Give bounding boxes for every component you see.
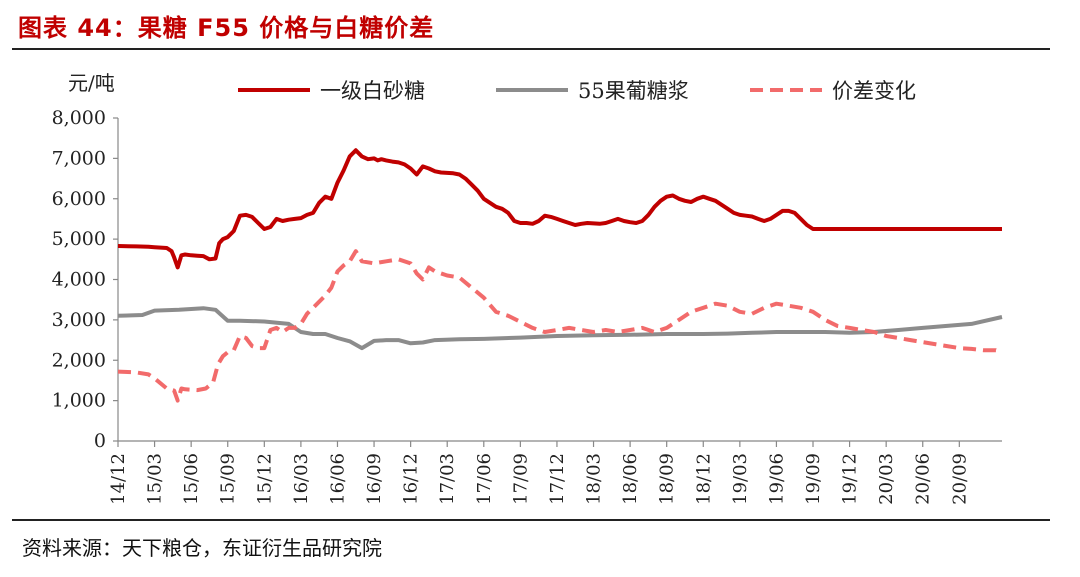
- source-note: 资料来源：天下粮仓，东证衍生品研究院: [22, 536, 382, 560]
- legend-label-2: 55果葡糖浆: [578, 79, 689, 103]
- x-tick-label: 18/06: [620, 453, 641, 505]
- series-line-3: [117, 249, 1003, 403]
- x-tick-label: 16/12: [401, 453, 422, 505]
- series-line-2: [117, 306, 1003, 351]
- x-tick-label: 17/12: [547, 453, 568, 505]
- x-tick-label: 17/09: [510, 453, 531, 505]
- y-tick-label: 4,000: [52, 269, 106, 291]
- chart-axes: 0 1,000 2,000 3,000 4,000 5,000 6,000 7,000 8,00…: [52, 107, 1002, 505]
- y-tick-label: 6,000: [52, 188, 106, 210]
- x-tick-label: 14/12: [108, 453, 129, 505]
- y-tick-label: 3,000: [52, 309, 106, 331]
- y-tick-label: 8,000: [52, 107, 106, 129]
- top-rule: [12, 48, 1050, 50]
- x-tick-label: 16/09: [364, 453, 385, 505]
- y-tick-label: 2,000: [52, 349, 106, 371]
- x-tick-label: 18/09: [657, 453, 678, 505]
- y-tick-label: 1,000: [52, 390, 106, 412]
- x-tick-label: 20/09: [949, 453, 970, 505]
- x-tick-label: 15/09: [218, 453, 239, 505]
- x-tick-label: 16/03: [291, 453, 312, 505]
- bottom-rule: [12, 519, 1050, 521]
- x-tick-label: 16/06: [327, 453, 348, 505]
- x-tick-label: 19/06: [766, 453, 787, 505]
- x-tick-label: 20/03: [876, 453, 897, 505]
- figure-title: 图表 44：果糖 F55 价格与白糖价差: [18, 14, 435, 42]
- y-axis-label: 元/吨: [68, 71, 115, 95]
- x-tick-label: 17/06: [474, 453, 495, 505]
- x-tick-label: 20/06: [913, 453, 934, 505]
- x-tick-label: 15/06: [181, 453, 202, 505]
- legend-label-1: 一级白砂糖: [320, 79, 425, 103]
- x-tick-label: 17/03: [437, 453, 458, 505]
- x-tick-label: 15/03: [145, 453, 166, 505]
- y-tick-label: 5,000: [52, 228, 106, 250]
- x-tick-label: 18/12: [693, 453, 714, 505]
- x-tick-label: 19/09: [803, 453, 824, 505]
- x-tick-label: 15/12: [254, 453, 275, 505]
- chart-legend: 一级白砂糖 55果葡糖浆 价差变化: [238, 79, 916, 103]
- series-layer: [117, 148, 1003, 403]
- x-tick-label: 18/03: [584, 453, 605, 505]
- x-tick-label: 19/12: [840, 453, 861, 505]
- x-tick-label: 19/03: [730, 453, 751, 505]
- legend-label-3: 价差变化: [832, 79, 916, 103]
- y-tick-label: 7,000: [52, 147, 106, 169]
- series-line-1: [117, 148, 1002, 270]
- y-tick-label: 0: [94, 430, 106, 452]
